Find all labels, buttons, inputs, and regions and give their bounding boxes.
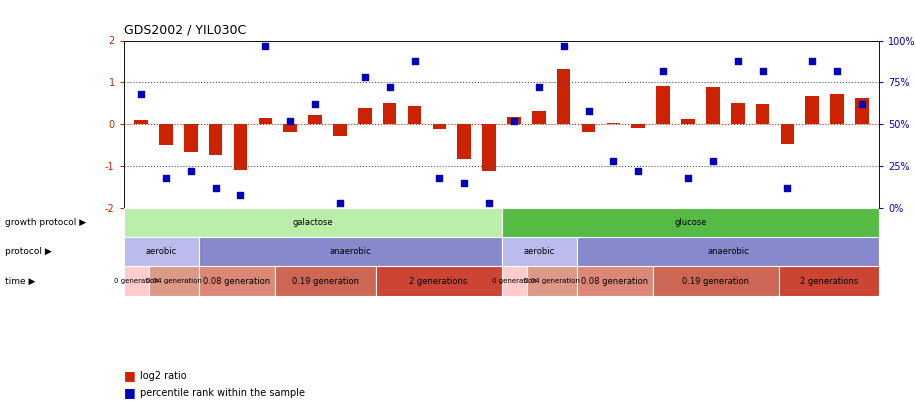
Bar [148, 266, 200, 296]
Bar [532, 111, 546, 124]
Bar [577, 237, 879, 266]
Bar [779, 266, 879, 296]
Bar [159, 124, 173, 145]
Text: 0.08 generation: 0.08 generation [582, 277, 649, 286]
Bar [457, 124, 471, 159]
Bar [200, 266, 275, 296]
Point [631, 168, 646, 175]
Bar [124, 266, 148, 296]
Text: anaerobic: anaerobic [707, 247, 749, 256]
Text: glucose: glucose [674, 218, 706, 227]
Text: ■: ■ [124, 369, 136, 382]
Bar [309, 115, 322, 124]
Bar [124, 208, 502, 237]
Point [382, 84, 397, 91]
Bar [124, 237, 200, 266]
Point [755, 68, 769, 74]
Text: 0 generation: 0 generation [114, 278, 158, 284]
Bar [527, 266, 577, 296]
Point [855, 101, 869, 107]
Bar [731, 102, 745, 124]
Point [283, 118, 298, 124]
Point [408, 58, 422, 64]
Text: 0.04 generation: 0.04 generation [524, 278, 580, 284]
Text: 0 generation: 0 generation [492, 278, 537, 284]
Text: 0.19 generation: 0.19 generation [291, 277, 359, 286]
Point [432, 175, 447, 181]
Point [482, 200, 496, 207]
Text: 0.19 generation: 0.19 generation [682, 277, 749, 286]
Point [730, 58, 745, 64]
Point [134, 91, 148, 97]
Bar [358, 109, 372, 124]
Text: 2 generations: 2 generations [409, 277, 468, 286]
Text: 0.08 generation: 0.08 generation [203, 277, 270, 286]
Text: anaerobic: anaerobic [330, 247, 371, 256]
Bar [383, 103, 397, 124]
Bar [756, 104, 769, 124]
Point [308, 101, 322, 107]
Point [158, 175, 173, 181]
Point [333, 200, 347, 207]
Text: 0.04 generation: 0.04 generation [147, 278, 202, 284]
Bar [408, 106, 421, 124]
Text: percentile rank within the sample: percentile rank within the sample [140, 388, 305, 398]
Bar [577, 266, 652, 296]
Text: galactose: galactose [292, 218, 333, 227]
Point [606, 158, 621, 164]
Text: aerobic: aerobic [146, 247, 177, 256]
Bar [507, 117, 521, 124]
Bar [275, 266, 376, 296]
Bar [283, 124, 297, 132]
Bar [502, 237, 577, 266]
Text: time ▶: time ▶ [5, 277, 35, 286]
Text: ■: ■ [124, 386, 136, 399]
Point [357, 74, 372, 81]
Bar [376, 266, 502, 296]
Bar [656, 86, 670, 124]
Bar [652, 266, 779, 296]
Bar [135, 120, 147, 124]
Point [457, 180, 472, 186]
Bar [482, 124, 496, 171]
Text: GDS2002 / YIL030C: GDS2002 / YIL030C [124, 23, 245, 36]
Point [507, 118, 521, 124]
Point [531, 84, 546, 91]
Point [805, 58, 820, 64]
Bar [200, 237, 502, 266]
Bar [805, 96, 819, 124]
Bar [682, 119, 694, 124]
Point [705, 158, 720, 164]
Bar [706, 87, 720, 124]
Text: log2 ratio: log2 ratio [140, 371, 187, 381]
Text: protocol ▶: protocol ▶ [5, 247, 51, 256]
Point [581, 108, 595, 114]
Bar [258, 118, 272, 124]
Point [780, 185, 795, 191]
Point [258, 42, 273, 49]
Text: 2 generations: 2 generations [800, 277, 858, 286]
Point [208, 185, 223, 191]
Text: aerobic: aerobic [524, 247, 555, 256]
Bar [209, 124, 223, 155]
Text: growth protocol ▶: growth protocol ▶ [5, 218, 86, 227]
Bar [502, 266, 527, 296]
Point [830, 68, 845, 74]
Bar [557, 69, 571, 124]
Bar [432, 124, 446, 129]
Bar [631, 124, 645, 128]
Bar [502, 208, 879, 237]
Bar [184, 124, 198, 151]
Point [183, 168, 198, 175]
Point [556, 42, 571, 49]
Bar [856, 98, 868, 124]
Point [681, 175, 695, 181]
Bar [830, 94, 844, 124]
Point [656, 68, 671, 74]
Bar [234, 124, 247, 171]
Bar [780, 124, 794, 145]
Bar [582, 124, 595, 132]
Bar [333, 124, 347, 136]
Point [234, 192, 248, 198]
